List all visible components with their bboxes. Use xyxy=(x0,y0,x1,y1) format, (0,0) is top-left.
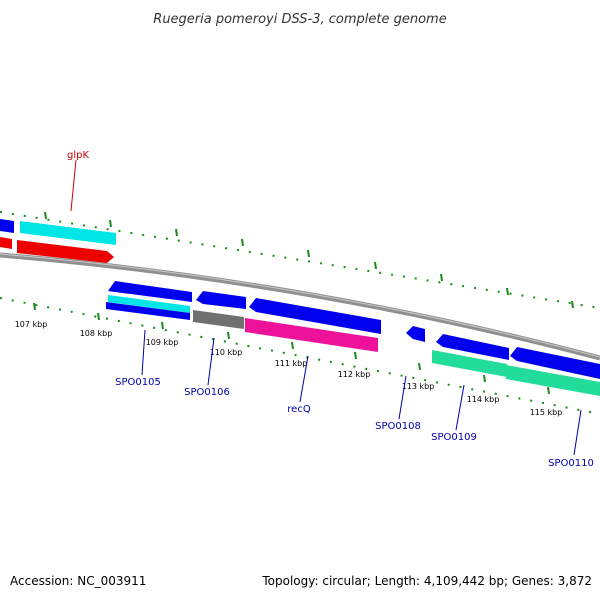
topology-text: Topology: circular; Length: 4,109,442 bp… xyxy=(262,574,592,588)
upper-tick xyxy=(241,238,244,247)
glpk-leader xyxy=(70,159,77,212)
upper-tick xyxy=(506,287,509,296)
spo0106-leader xyxy=(207,337,215,386)
gene-recq-a[interactable] xyxy=(249,298,381,334)
gene-label-spo0106: SPO0106 xyxy=(184,387,230,398)
upper-tick xyxy=(440,273,443,282)
gene-spo0105-b[interactable] xyxy=(108,295,190,313)
gene-spo0105-c[interactable] xyxy=(106,302,190,320)
gene-spo0109[interactable] xyxy=(432,350,507,377)
upper-tick xyxy=(109,219,112,228)
gene-glpk[interactable] xyxy=(17,240,114,263)
gene-label-spo0109: SPO0109 xyxy=(431,432,477,443)
tick-label: 115 kbp xyxy=(530,408,563,417)
gene-spo0106[interactable] xyxy=(193,310,244,329)
lower-tick xyxy=(418,362,421,371)
spo0105-leader xyxy=(141,329,146,376)
gene-spo0108[interactable] xyxy=(406,326,425,342)
gene-spo0106-a[interactable] xyxy=(196,291,246,309)
gene-glpk-upstream[interactable] xyxy=(20,221,116,245)
lower-tick xyxy=(227,331,230,340)
accession-text: Accession: NC_003911 xyxy=(10,574,147,588)
lower-tick xyxy=(33,302,36,311)
lower-tick xyxy=(547,386,550,395)
upper-tick xyxy=(44,211,47,220)
upper-major-ticks xyxy=(44,211,574,309)
lower-major-ticks xyxy=(33,302,550,395)
upper-tick xyxy=(374,261,377,270)
gene-label-spo0110: SPO0110 xyxy=(548,458,594,469)
tick-label: 113 kbp xyxy=(402,382,435,391)
upper-tick xyxy=(307,249,310,258)
upper-tick xyxy=(571,300,574,309)
lower-tick xyxy=(291,341,294,350)
gene-label-glpk: glpK xyxy=(67,150,89,161)
upper-tick xyxy=(175,228,178,237)
gene-label-spo0105: SPO0105 xyxy=(115,377,161,388)
tick-label: 107 kbp xyxy=(15,320,48,329)
tick-label: 108 kbp xyxy=(80,329,113,338)
gene-arrow[interactable] xyxy=(0,237,12,249)
gene-recq[interactable] xyxy=(245,318,378,352)
tick-label: 109 kbp xyxy=(146,338,179,347)
recq-leader xyxy=(299,355,309,403)
lower-tick xyxy=(161,321,164,330)
gene-label-spo0108: SPO0108 xyxy=(375,421,421,432)
tick-label: 114 kbp xyxy=(467,395,500,404)
genome-backbone xyxy=(0,252,600,361)
lower-tick xyxy=(97,312,100,321)
gene-spo0105-a[interactable] xyxy=(108,281,192,302)
gene-arrow[interactable] xyxy=(0,219,14,233)
lower-tick xyxy=(354,351,357,360)
spo0108-leader xyxy=(398,375,407,420)
gene-spo0110[interactable] xyxy=(506,365,600,396)
gene-spo0109-a[interactable] xyxy=(436,334,509,360)
map-title: Ruegeria pomeroyi DSS-3, complete genome xyxy=(153,12,446,27)
tick-labels: 107 kbp 108 kbp 109 kbp 110 kbp 111 kbp … xyxy=(15,320,563,417)
lower-tick xyxy=(483,374,486,383)
gene-label-leaders xyxy=(70,159,582,456)
gene-spo0110-a[interactable] xyxy=(510,347,600,379)
tick-label: 110 kbp xyxy=(210,348,243,357)
gene-label-recq: recQ xyxy=(287,404,311,415)
genome-backbone-highlight xyxy=(0,253,600,358)
spo0109-leader xyxy=(455,384,465,431)
tick-label: 111 kbp xyxy=(275,359,308,368)
spo0110-leader xyxy=(573,409,582,456)
tick-label: 112 kbp xyxy=(338,370,371,379)
